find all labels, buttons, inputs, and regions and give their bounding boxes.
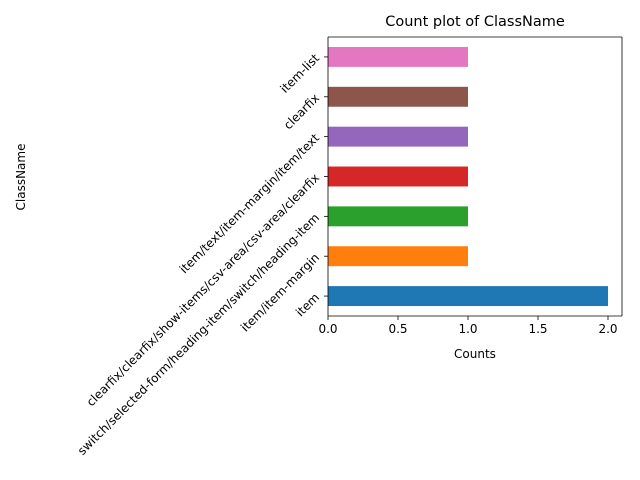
bar-3 xyxy=(328,166,468,187)
y-tick-label: clearfix xyxy=(281,91,322,132)
bar-0 xyxy=(328,286,608,307)
x-axis-label: Counts xyxy=(454,347,496,361)
x-tick-label: 0.0 xyxy=(318,322,337,336)
x-tick-label: 1.5 xyxy=(528,322,547,336)
bar-5 xyxy=(328,86,468,107)
y-axis-label: ClassName xyxy=(14,144,28,211)
x-ticks: 0.0 0.5 1.0 1.5 2.0 xyxy=(318,316,618,336)
bar-4 xyxy=(328,126,468,147)
bars-layer xyxy=(328,46,608,307)
x-tick-label: 1.0 xyxy=(458,322,477,336)
x-tick-label: 0.5 xyxy=(388,322,407,336)
bar-1 xyxy=(328,246,468,267)
bar-6 xyxy=(328,46,468,67)
chart-title: Count plot of ClassName xyxy=(385,14,565,30)
bar-2 xyxy=(328,206,468,227)
y-ticks: itemitem/item-marginswitch/selected-form… xyxy=(75,51,328,458)
y-tick-label: item xyxy=(293,290,322,319)
y-tick-label: item-list xyxy=(278,51,323,96)
y-tick-label: item/text/item-margin/item/text xyxy=(177,131,323,277)
x-tick-label: 2.0 xyxy=(598,322,617,336)
